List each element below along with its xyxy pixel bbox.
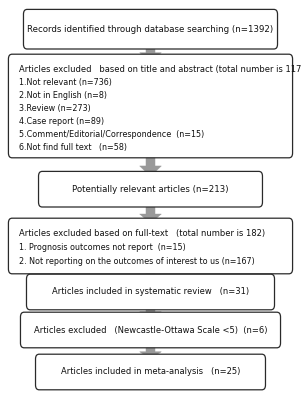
FancyBboxPatch shape — [8, 218, 293, 274]
Text: 3.Review (n=273): 3.Review (n=273) — [19, 104, 90, 113]
FancyBboxPatch shape — [20, 312, 281, 348]
Polygon shape — [140, 203, 161, 223]
Text: 5.Comment/Editorial/Correspondence  (n=15): 5.Comment/Editorial/Correspondence (n=15… — [19, 130, 204, 139]
FancyBboxPatch shape — [23, 9, 278, 49]
Text: 4.Case report (n=89): 4.Case report (n=89) — [19, 117, 104, 126]
Text: Articles included in meta-analysis   (n=25): Articles included in meta-analysis (n=25… — [61, 368, 240, 376]
Polygon shape — [140, 269, 161, 279]
FancyBboxPatch shape — [8, 54, 293, 158]
FancyBboxPatch shape — [36, 354, 265, 390]
Polygon shape — [140, 343, 161, 359]
Text: 1. Prognosis outcomes not report  (n=15): 1. Prognosis outcomes not report (n=15) — [19, 243, 185, 252]
Text: Articles excluded   (Newcastle-Ottawa Scale <5)  (n=6): Articles excluded (Newcastle-Ottawa Scal… — [34, 326, 267, 334]
Text: 2. Not reporting on the outcomes of interest to us (n=167): 2. Not reporting on the outcomes of inte… — [19, 257, 254, 266]
Polygon shape — [140, 153, 161, 176]
Text: 6.Not find full text   (n=58): 6.Not find full text (n=58) — [19, 143, 127, 152]
Text: 2.Not in English (n=8): 2.Not in English (n=8) — [19, 91, 107, 100]
FancyBboxPatch shape — [26, 274, 275, 310]
Text: Articles excluded   based on title and abstract (total number is 1179): Articles excluded based on title and abs… — [19, 65, 301, 74]
Text: 1.Not relevant (n=736): 1.Not relevant (n=736) — [19, 78, 112, 87]
Polygon shape — [140, 305, 161, 317]
Polygon shape — [140, 44, 161, 60]
FancyBboxPatch shape — [39, 171, 262, 207]
Text: Potentially relevant articles (n=213): Potentially relevant articles (n=213) — [72, 185, 229, 194]
Text: Records identified through database searching (n=1392): Records identified through database sear… — [27, 25, 274, 34]
Text: Articles excluded based on full-text   (total number is 182): Articles excluded based on full-text (to… — [19, 230, 265, 238]
Text: Articles included in systematic review   (n=31): Articles included in systematic review (… — [52, 288, 249, 296]
